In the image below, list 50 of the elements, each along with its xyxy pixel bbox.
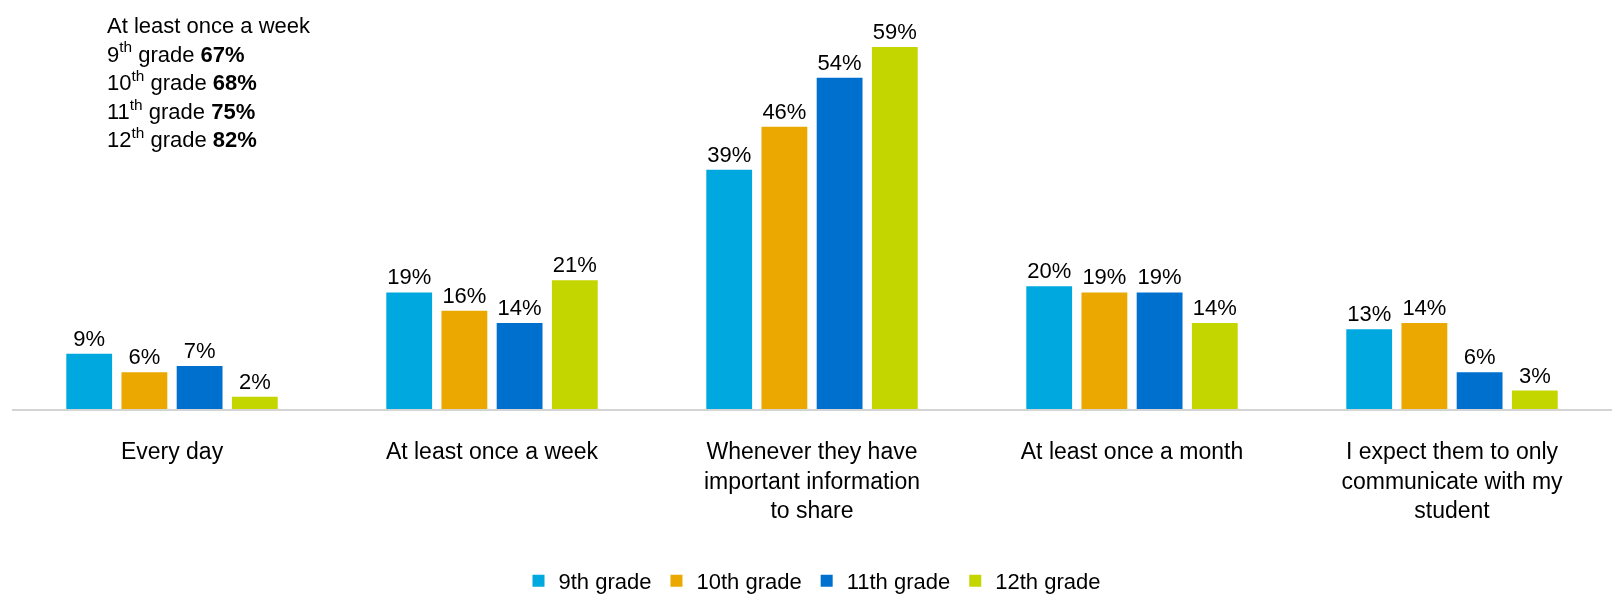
bar: [706, 169, 753, 409]
bar: [761, 126, 808, 409]
bar: [121, 372, 168, 409]
data-label: 9%: [73, 325, 106, 351]
bar: [1401, 323, 1448, 409]
x-tick-label: At least once a week: [385, 437, 599, 464]
data-label: 21%: [552, 252, 597, 278]
legend-label: 11th grade: [846, 569, 951, 595]
data-label: 19%: [1082, 264, 1127, 290]
bar: [816, 77, 863, 409]
data-label: 14%: [1192, 295, 1237, 321]
bar: [1456, 372, 1503, 409]
x-tick-label: Whenever they have important information to share: [703, 437, 921, 524]
legend-label: 12th grade: [995, 569, 1101, 595]
data-label: 3%: [1518, 362, 1551, 388]
x-tick-label: I expect them to only communicate with my student: [1341, 437, 1564, 524]
x-tick-label: Every day: [120, 437, 224, 464]
bar: [551, 280, 598, 409]
bar: [1511, 390, 1558, 409]
bar: [441, 310, 488, 409]
bar: [871, 47, 918, 409]
data-label: 14%: [497, 295, 542, 321]
legend-label: 10th grade: [696, 569, 802, 595]
bar: [66, 353, 113, 409]
data-label: 54%: [817, 49, 862, 75]
data-label: 46%: [762, 98, 807, 124]
bar: [231, 396, 278, 409]
text: At least once a week 9$^{th}$ grade 67% 10$^{th}$ grade 68% 11$^{th}$ grade 75% 12$^{th}$ grade 82%: [107, 13, 311, 153]
bar: [1191, 323, 1238, 409]
data-label: 2%: [238, 368, 271, 394]
data-label: 13%: [1347, 301, 1392, 327]
data-label: 39%: [707, 141, 752, 167]
x-tick-label: At least once a month: [1020, 437, 1244, 464]
bar: [1026, 286, 1073, 409]
data-label: 6%: [128, 344, 161, 370]
data-label: 19%: [387, 264, 432, 290]
bar: [1136, 292, 1183, 409]
bar: [1081, 292, 1128, 409]
data-label: 59%: [872, 19, 917, 45]
data-label: 6%: [1463, 344, 1496, 370]
data-label: 16%: [442, 282, 487, 308]
data-label: 19%: [1137, 264, 1182, 290]
data-label: 7%: [183, 338, 216, 364]
bar: [176, 366, 223, 409]
bar: [386, 292, 433, 409]
data-label: 14%: [1402, 295, 1447, 321]
legend-label: 9th grade: [558, 569, 652, 595]
bar: [496, 323, 543, 409]
bar: [1346, 329, 1393, 409]
data-label: 20%: [1027, 258, 1072, 284]
